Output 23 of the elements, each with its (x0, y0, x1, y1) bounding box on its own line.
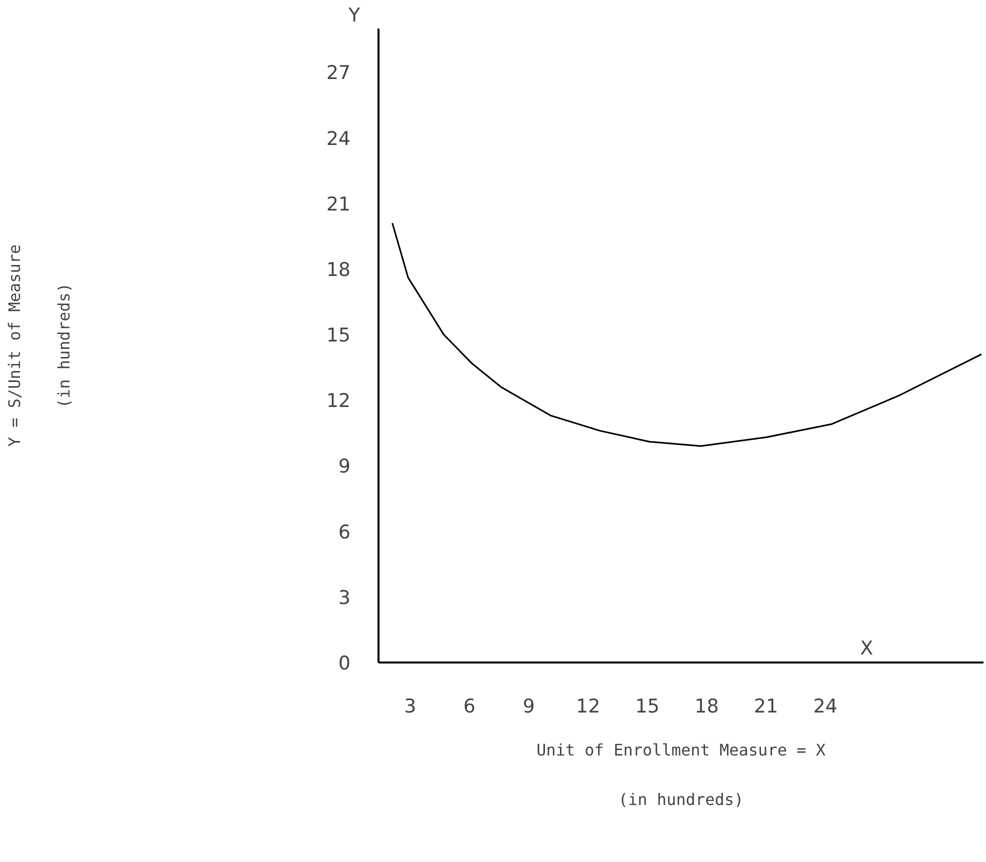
y-tick-label: 27 (326, 62, 351, 84)
y-tick-label: 24 (326, 128, 351, 150)
y-tick-label: 12 (326, 390, 351, 412)
y-tick-label: 9 (338, 456, 351, 478)
x-tick-label: 21 (754, 696, 778, 718)
y-tick-label: 21 (326, 193, 351, 216)
y-tick-label: 18 (326, 258, 351, 281)
x-tick-label: 24 (813, 696, 838, 718)
y-tick-label: 15 (326, 324, 351, 347)
text: Unit of Enrollment Measure = X (in hundreds) (536, 740, 826, 809)
x-tick-label: 15 (635, 696, 660, 718)
text: Y = S/Unit of Measure (in hundreds) (4, 244, 74, 447)
annotation: X (860, 638, 874, 660)
line-series (392, 222, 982, 447)
x-tick-label: 3 (404, 696, 416, 718)
text: Y (348, 4, 360, 26)
x-tick-label: 18 (694, 696, 719, 718)
y-tick-label: 3 (338, 586, 351, 609)
x-tick-label: 6 (463, 696, 476, 718)
y-tick-label: 0 (338, 652, 351, 674)
x-tick-label: 9 (522, 696, 535, 718)
x-tick-label: 12 (576, 696, 600, 718)
y-tick-label: 6 (338, 521, 351, 544)
